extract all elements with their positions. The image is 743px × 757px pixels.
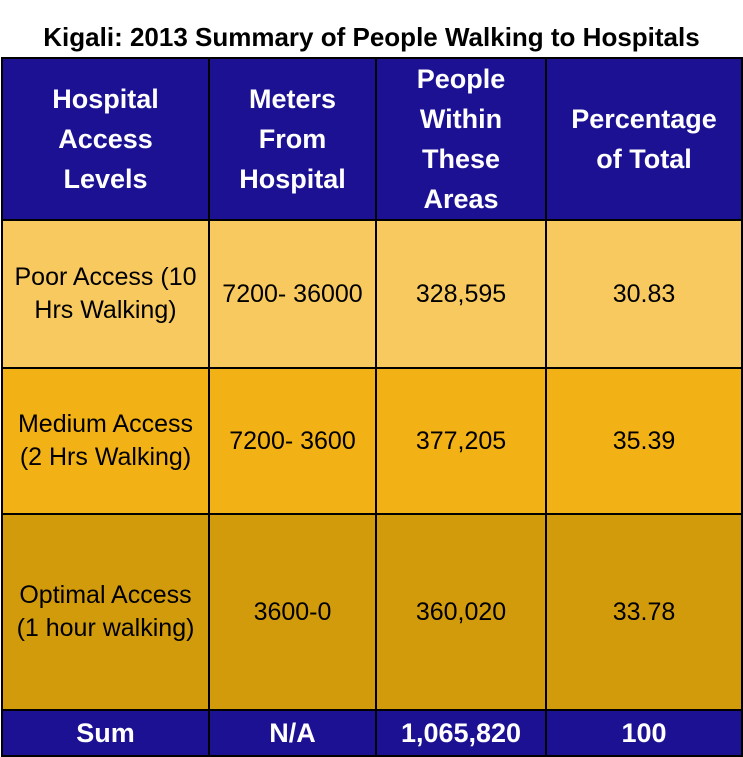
table-cell: Optimal Access (1 hour walking) xyxy=(1,513,210,711)
table-cell: 360,020 xyxy=(375,513,547,711)
header-row: Hospital Access Levels Meters From Hospit… xyxy=(1,57,743,221)
header-cell: Percentage of Total xyxy=(545,57,743,221)
table-cell: 7200- 36000 xyxy=(208,219,377,369)
table-row: Optimal Access (1 hour walking) 3600-0 360… xyxy=(1,513,743,711)
sum-row: Sum N/A 1,065,820 100 xyxy=(1,709,743,757)
table-row: Poor Access (10 Hrs Walking) 7200- 36000 3… xyxy=(1,219,743,369)
table-cell: Poor Access (10 Hrs Walking) xyxy=(1,219,210,369)
sum-cell: Sum xyxy=(1,709,210,757)
table-cell: Medium Access (2 Hrs Walking) xyxy=(1,367,210,515)
header-cell: People Within These Areas xyxy=(375,57,547,221)
table-cell: 33.78 xyxy=(545,513,743,711)
table-cell: 7200- 3600 xyxy=(208,367,377,515)
table-cell: 35.39 xyxy=(545,367,743,515)
summary-table: Hospital Access Levels Meters From Hospit… xyxy=(1,57,743,757)
table-cell: 328,595 xyxy=(375,219,547,369)
header-cell: Hospital Access Levels xyxy=(1,57,210,221)
table-row: Medium Access (2 Hrs Walking) 7200- 3600 3… xyxy=(1,367,743,515)
sum-cell: N/A xyxy=(208,709,377,757)
title: Kigali: 2013 Summary of People Walking t… xyxy=(43,22,700,52)
sum-cell: 1,065,820 xyxy=(375,709,547,757)
table-cell: 30.83 xyxy=(545,219,743,369)
header-cell: Meters From Hospital xyxy=(208,57,377,221)
table-cell: 377,205 xyxy=(375,367,547,515)
sum-cell: 100 xyxy=(545,709,743,757)
table-cell: 3600-0 xyxy=(208,513,377,711)
